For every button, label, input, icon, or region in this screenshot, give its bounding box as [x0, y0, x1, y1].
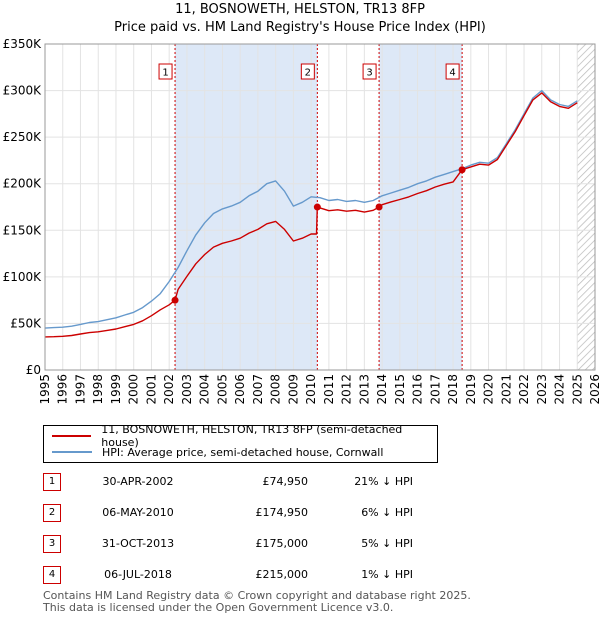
footer-line-2: This data is licensed under the Open Gov… — [43, 601, 394, 614]
legend-label-property: 11, BOSNOWETH, HELSTON, TR13 8FP (semi-d… — [101, 423, 403, 449]
x-tick-label: 2014 — [375, 374, 389, 405]
y-tick-label: £0 — [26, 363, 41, 377]
x-tick-label: 2019 — [464, 374, 478, 405]
plot-border — [44, 43, 596, 371]
x-tick-label: 2025 — [570, 374, 584, 405]
shaded-period — [175, 44, 318, 370]
legend-swatch-property — [52, 435, 92, 437]
sale-date: 06-JUL-2018 — [104, 568, 172, 581]
legend-swatch-hpi — [52, 451, 92, 453]
y-tick-label: £300K — [3, 84, 43, 98]
x-tick-label: 2020 — [482, 374, 496, 405]
x-tick-label: 2013 — [357, 374, 371, 405]
sale-number-box — [362, 63, 377, 80]
hpi-line — [44, 89, 578, 329]
sales-table: 1 30-APR-2002 £74,950 21% ↓ HPI 2 06-MAY… — [43, 473, 583, 597]
sale-date: 06-MAY-2010 — [102, 506, 174, 519]
sale-price: £175,000 — [255, 537, 309, 550]
sale-hpi-diff: 1% ↓ HPI — [361, 568, 413, 581]
footer-line-1: Contains HM Land Registry data © Crown c… — [43, 589, 471, 602]
x-tick-label: 1997 — [73, 374, 87, 405]
x-tick-label: 2005 — [215, 374, 229, 405]
x-tick-label: 1996 — [56, 374, 70, 405]
y-tick-label: £50K — [10, 316, 42, 330]
x-tick-label: 2007 — [251, 374, 265, 405]
sale-number-badge: 4 — [43, 566, 61, 584]
x-tick-label: 2017 — [428, 374, 442, 405]
x-tick-label: 2024 — [553, 374, 567, 405]
y-tick-label: £350K — [3, 37, 43, 51]
x-tick-label: 2018 — [446, 374, 460, 405]
chart-title-line2: Price paid vs. HM Land Registry's House … — [114, 20, 486, 35]
x-tick-label: 2002 — [162, 374, 176, 405]
price-chart: 1 2 3 4 £0 £50K £100K £150K £200K £250K £300K £350K… — [3, 37, 600, 405]
sale-point — [375, 203, 383, 211]
x-tick-label: 2015 — [393, 374, 407, 405]
x-tick-label: 2009 — [286, 374, 300, 405]
sale-price: £215,000 — [255, 568, 309, 581]
sale-point — [313, 203, 321, 211]
sale-row: 2 06-MAY-2010 £174,950 6% ↓ HPI — [43, 504, 583, 535]
sale-number-box — [300, 63, 315, 80]
sale-point — [458, 166, 466, 174]
x-tick-label: 1995 — [38, 374, 52, 405]
x-tick-label: 2010 — [304, 374, 318, 405]
x-tick-label: 2011 — [322, 374, 336, 405]
chart-title-line1: 11, BOSNOWETH, HELSTON, TR13 8FP — [175, 2, 425, 17]
footer-attribution: Contains HM Land Registry data © Crown c… — [43, 590, 471, 614]
x-tick-label: 2012 — [340, 374, 354, 405]
sale-number-box — [445, 63, 460, 80]
sale-number-label: 3 — [366, 68, 372, 79]
sale-hpi-diff: 6% ↓ HPI — [361, 506, 413, 519]
sale-row: 1 30-APR-2002 £74,950 21% ↓ HPI — [43, 473, 583, 504]
x-tick-label: 2016 — [411, 374, 425, 405]
x-tick-label: 2006 — [233, 374, 247, 405]
sale-row: 4 06-JUL-2018 £215,000 1% ↓ HPI — [43, 566, 583, 597]
y-tick-label: £250K — [3, 130, 43, 144]
sale-date: 31-OCT-2013 — [101, 537, 175, 550]
legend-label-hpi: HPI: Average price, semi-detached house,… — [102, 445, 384, 459]
sale-row: 3 31-OCT-2013 £175,000 5% ↓ HPI — [43, 535, 583, 566]
x-tick-label: 1998 — [91, 374, 105, 405]
legend-item-property: 11, BOSNOWETH, HELSTON, TR13 8FP (semi-d… — [52, 423, 437, 449]
sale-hpi-diff: 21% ↓ HPI — [354, 475, 413, 488]
y-tick-label: £100K — [3, 270, 43, 284]
sale-point — [171, 296, 179, 304]
sale-date: 30-APR-2002 — [102, 475, 174, 488]
shaded-period — [379, 44, 463, 370]
x-tick-label: 2000 — [127, 374, 141, 405]
x-tick-label: 2022 — [517, 374, 531, 405]
sale-price: £74,950 — [262, 475, 309, 488]
x-tick-label: 2001 — [144, 374, 158, 405]
sale-number-label: 2 — [305, 68, 311, 79]
x-tick-label: 1999 — [109, 374, 123, 405]
legend-item-hpi: HPI: Average price, semi-detached house,… — [52, 444, 383, 460]
sale-price: £174,950 — [255, 506, 309, 519]
x-tick-label: 2008 — [269, 374, 283, 405]
sale-number-badge: 3 — [43, 535, 61, 553]
y-tick-label: £150K — [3, 223, 43, 237]
x-tick-label: 2004 — [198, 374, 212, 405]
sale-number-label: 4 — [449, 68, 455, 79]
sale-number-badge: 1 — [43, 473, 61, 491]
sale-number-box — [158, 63, 173, 80]
x-tick-label: 2026 — [588, 374, 600, 405]
sale-number-label: 1 — [162, 68, 168, 79]
x-tick-label: 2023 — [535, 374, 549, 405]
y-tick-label: £200K — [3, 177, 43, 191]
property-line — [44, 92, 578, 338]
chart-legend: 11, BOSNOWETH, HELSTON, TR13 8FP (semi-d… — [43, 423, 438, 463]
x-tick-label: 2003 — [180, 374, 194, 405]
forecast-hatch — [577, 44, 595, 370]
x-tick-label: 2021 — [499, 374, 513, 405]
sale-number-badge: 2 — [43, 504, 61, 522]
sale-hpi-diff: 5% ↓ HPI — [361, 537, 413, 550]
